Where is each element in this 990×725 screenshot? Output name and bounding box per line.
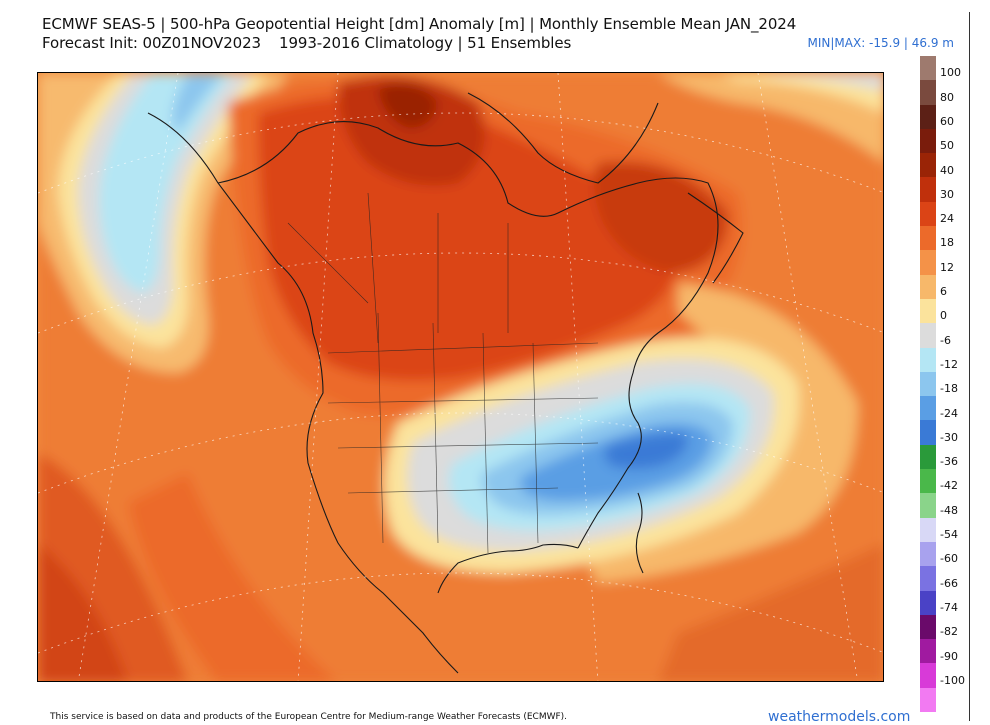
colorbar-cell bbox=[920, 493, 936, 518]
colorbar-label: 30 bbox=[940, 187, 954, 201]
colorbar-label: 18 bbox=[940, 236, 954, 250]
colorbar-label: -66 bbox=[940, 576, 958, 590]
colorbar-cell bbox=[920, 201, 936, 227]
colorbar-label: 24 bbox=[940, 212, 954, 226]
colorbar-label: 0 bbox=[940, 309, 947, 323]
colorbar-label: -82 bbox=[940, 625, 958, 639]
colorbar-label: -24 bbox=[940, 406, 958, 420]
colorbar-label: -60 bbox=[940, 552, 958, 566]
graticule bbox=[38, 73, 883, 681]
colorbar-cell bbox=[920, 371, 936, 397]
colorbar-cell bbox=[920, 274, 936, 299]
colorbar-cell bbox=[920, 687, 936, 713]
colorbar-label: 50 bbox=[940, 139, 954, 153]
colorbar-cell bbox=[920, 80, 936, 105]
colorbar-cell bbox=[920, 639, 936, 664]
colorbar-cell bbox=[920, 56, 936, 81]
colorbar-cell bbox=[920, 663, 936, 688]
brand-link[interactable]: weathermodels.com bbox=[768, 709, 911, 725]
colorbar-label: -48 bbox=[940, 503, 958, 517]
colorbar-cell bbox=[920, 469, 936, 494]
colorbar-label: -100 bbox=[940, 673, 965, 687]
colorbar bbox=[920, 56, 936, 713]
colorbar-label: -42 bbox=[940, 479, 958, 493]
colorbar-label: -6 bbox=[940, 333, 951, 347]
colorbar-cell bbox=[920, 566, 936, 591]
anomaly-contours bbox=[38, 73, 883, 681]
colorbar-label: -54 bbox=[940, 528, 958, 541]
colorbar-label: -36 bbox=[940, 455, 958, 469]
political-borders bbox=[287, 192, 599, 554]
colorbar-cell bbox=[920, 541, 936, 567]
colorbar-label: 12 bbox=[940, 260, 954, 274]
colorbar-label: 80 bbox=[940, 90, 954, 104]
colorbar-cell bbox=[920, 590, 936, 615]
colorbar-cell bbox=[920, 250, 936, 275]
coastlines bbox=[147, 92, 744, 674]
min-max-readout: MIN|MAX: -15.9 | 46.9 m bbox=[807, 36, 955, 50]
colorbar-label: -18 bbox=[940, 382, 958, 396]
colorbar-label: -12 bbox=[940, 357, 958, 371]
colorbar-label: 60 bbox=[940, 114, 954, 128]
colorbar-label: -90 bbox=[940, 649, 958, 663]
colorbar-label: -30 bbox=[940, 430, 958, 444]
climatology-info: 1993-2016 Climatology | 51 Ensembles bbox=[279, 34, 572, 52]
chart-subtitle: Forecast Init: 00Z01NOV2023 1993-2016 Cli… bbox=[42, 34, 571, 52]
colorbar-cell bbox=[920, 517, 936, 542]
colorbar-cell bbox=[920, 226, 936, 251]
anomaly-map[interactable] bbox=[37, 72, 884, 682]
colorbar-cell bbox=[920, 347, 936, 372]
colorbar-label: -74 bbox=[940, 600, 958, 614]
colorbar-cell bbox=[920, 323, 936, 348]
colorbar-cell bbox=[920, 444, 936, 470]
colorbar-cell bbox=[920, 420, 936, 445]
colorbar-label: 6 bbox=[940, 285, 947, 298]
colorbar-label: 100 bbox=[940, 66, 961, 80]
colorbar-cell bbox=[920, 104, 936, 129]
colorbar-cell bbox=[920, 614, 936, 640]
chart-title: ECMWF SEAS-5 | 500-hPa Geopotential Heig… bbox=[42, 15, 797, 33]
colorbar-label: 40 bbox=[940, 163, 954, 177]
colorbar-cell bbox=[920, 153, 936, 178]
colorbar-cell bbox=[920, 128, 936, 154]
footer-disclaimer: This service is based on data and produc… bbox=[50, 712, 568, 722]
colorbar-cell bbox=[920, 177, 936, 202]
colorbar-cell bbox=[920, 396, 936, 421]
panel-divider bbox=[969, 12, 970, 721]
forecast-init: Forecast Init: 00Z01NOV2023 bbox=[42, 34, 261, 52]
colorbar-cell bbox=[920, 298, 936, 324]
